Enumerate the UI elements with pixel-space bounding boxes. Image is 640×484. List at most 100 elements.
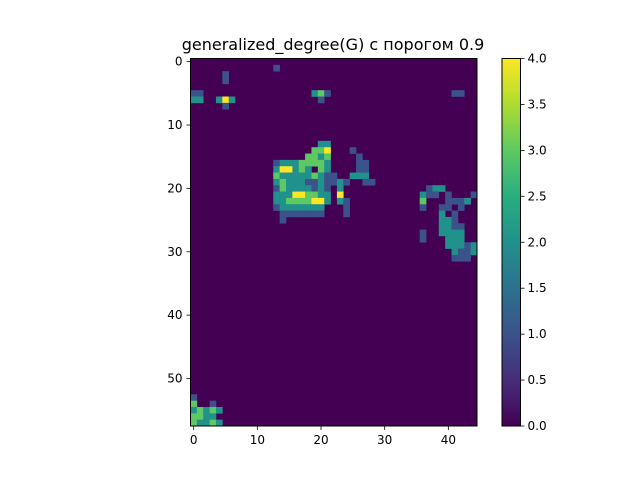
heatmap-cell bbox=[464, 197, 471, 205]
heatmap-cell bbox=[470, 191, 478, 199]
heatmap-cell bbox=[324, 159, 331, 167]
heatmap-cell bbox=[432, 191, 440, 199]
heatmap-cell bbox=[190, 406, 198, 414]
heatmap-cell bbox=[362, 172, 370, 180]
heatmap-cell bbox=[311, 185, 319, 192]
heatmap-cell bbox=[279, 178, 287, 186]
heatmap-cell bbox=[190, 413, 198, 420]
heatmap-cell bbox=[292, 159, 300, 167]
heatmap-cell bbox=[457, 254, 465, 262]
heatmap-cell bbox=[222, 77, 229, 85]
heatmap-cell bbox=[470, 242, 478, 249]
heatmap-cell bbox=[222, 96, 229, 104]
heatmap-cell bbox=[445, 242, 452, 249]
heatmap-cell bbox=[324, 178, 331, 186]
heatmap-cell bbox=[305, 178, 312, 186]
heatmap-cell bbox=[445, 235, 452, 243]
heatmap-cell bbox=[419, 191, 427, 199]
heatmap-cell bbox=[279, 185, 287, 192]
heatmap-cell bbox=[273, 178, 280, 186]
heatmap-cell bbox=[273, 172, 280, 180]
heatmap-cell bbox=[438, 210, 446, 218]
heatmap-cell bbox=[438, 204, 446, 211]
heatmap-cell bbox=[451, 254, 459, 262]
heatmap-cell bbox=[419, 197, 427, 205]
heatmap-cell bbox=[445, 191, 452, 199]
heatmap-cell bbox=[298, 197, 306, 205]
heatmap-cell bbox=[305, 191, 312, 199]
heatmap-cell bbox=[457, 197, 465, 205]
heatmap-cell bbox=[286, 166, 293, 173]
heatmap-cell bbox=[286, 172, 293, 180]
x-axis: 0 10 20 30 40 bbox=[190, 426, 456, 447]
heatmap-cell bbox=[343, 197, 350, 205]
y-tick-label: 20 bbox=[167, 181, 182, 195]
heatmap-cell bbox=[311, 172, 319, 180]
heatmap-cell bbox=[362, 166, 370, 173]
heatmap-cell bbox=[292, 191, 300, 199]
y-axis: 0 10 20 30 40 50 bbox=[167, 55, 191, 385]
heatmap-cell bbox=[457, 90, 465, 97]
heatmap-cell bbox=[356, 153, 363, 161]
colorbar-tick-label: 1.5 bbox=[528, 281, 547, 295]
heatmap-cell bbox=[215, 406, 223, 414]
heatmap-cell bbox=[419, 235, 427, 243]
heatmap-cell bbox=[305, 197, 312, 205]
heatmap-cell bbox=[317, 191, 325, 199]
heatmap-cell bbox=[324, 191, 331, 199]
heatmap-cell bbox=[324, 166, 331, 173]
heatmap-cell bbox=[286, 204, 293, 211]
heatmap-cell bbox=[196, 90, 204, 97]
heatmap-cell bbox=[368, 178, 376, 186]
y-tick-label: 30 bbox=[167, 245, 182, 259]
heatmap-cell bbox=[362, 178, 370, 186]
heatmap-cell bbox=[215, 96, 223, 104]
heatmap-cell bbox=[279, 159, 287, 167]
heatmap-cell bbox=[286, 191, 293, 199]
heatmap-cell bbox=[330, 172, 338, 180]
heatmap-cell bbox=[273, 159, 280, 167]
heatmap-cell bbox=[324, 147, 331, 154]
heatmap-cell bbox=[457, 204, 465, 211]
heatmap-cell bbox=[336, 185, 344, 192]
heatmap-cell bbox=[311, 178, 319, 186]
heatmap-cell bbox=[451, 197, 459, 205]
heatmap-cell bbox=[451, 235, 459, 243]
heatmap-cell bbox=[305, 185, 312, 192]
heatmap-cell bbox=[426, 191, 433, 199]
heatmap-cell bbox=[196, 419, 204, 427]
heatmap-cell bbox=[286, 185, 293, 192]
heatmap-cell bbox=[215, 419, 223, 427]
heatmap-cell bbox=[190, 419, 198, 427]
heatmap-cell bbox=[419, 204, 427, 211]
heatmap-cell bbox=[279, 216, 287, 224]
heatmap-cell bbox=[356, 159, 363, 167]
heatmap-cell bbox=[317, 153, 325, 161]
heatmap-cell bbox=[317, 178, 325, 186]
chart-title: generalized_degree(G) с порогом 0.9 bbox=[182, 35, 485, 55]
heatmap-cell bbox=[286, 210, 293, 218]
heatmap-cell bbox=[349, 172, 357, 180]
heatmap-cell bbox=[317, 96, 325, 104]
heatmap-cell bbox=[209, 419, 217, 427]
heatmap-cell bbox=[457, 242, 465, 249]
heatmap-cell bbox=[305, 210, 312, 218]
heatmap-cell bbox=[317, 90, 325, 97]
heatmap-cell bbox=[343, 204, 350, 211]
heatmap-cell bbox=[445, 204, 452, 211]
heatmap-cell bbox=[317, 140, 325, 148]
heatmap-cell bbox=[438, 223, 446, 230]
heatmap-cell bbox=[311, 191, 319, 199]
x-tick-label: 20 bbox=[313, 433, 328, 447]
y-tick-label: 0 bbox=[175, 55, 183, 69]
heatmap-cell bbox=[324, 90, 331, 97]
heatmap-cell bbox=[279, 191, 287, 199]
heatmap-cell bbox=[298, 159, 306, 167]
heatmap-cell bbox=[324, 140, 331, 148]
heatmap-cell bbox=[324, 185, 331, 192]
heatmap-cell bbox=[324, 197, 331, 205]
y-tick-label: 50 bbox=[167, 371, 182, 385]
heatmap-cell bbox=[419, 229, 427, 237]
heatmap-cell bbox=[292, 166, 300, 173]
heatmap-cell bbox=[317, 197, 325, 205]
